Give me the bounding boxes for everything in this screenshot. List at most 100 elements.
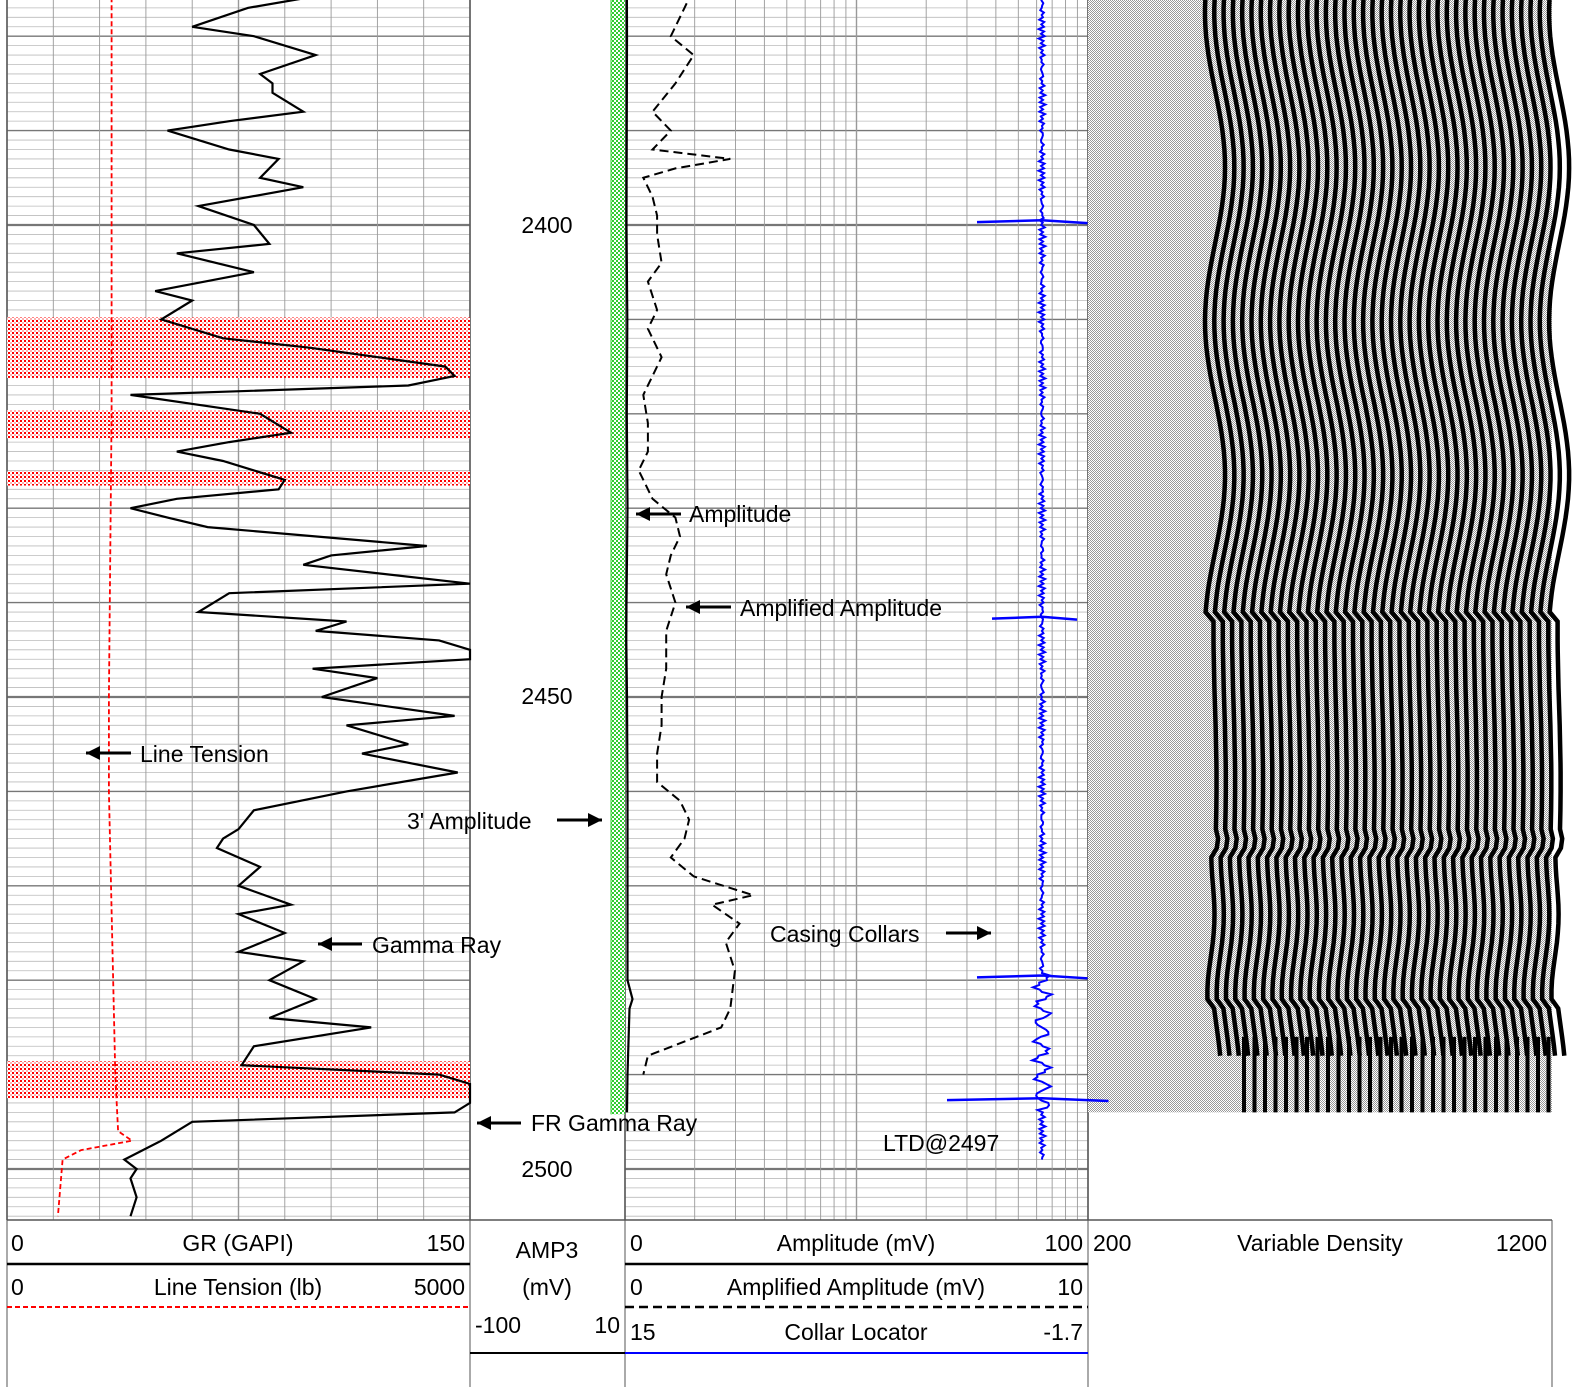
log-curves xyxy=(57,0,1109,1217)
collar-spike xyxy=(976,219,1088,225)
amplified-amplitude-curve xyxy=(637,0,757,1075)
vdl-bar xyxy=(1441,1036,1446,1113)
annotation-line-tension: Line Tension xyxy=(140,741,269,767)
amp-min: 0 xyxy=(630,1230,643,1256)
grid-lines xyxy=(6,0,1089,1220)
arrow-casing-collars-head xyxy=(977,926,991,940)
vdl-bar xyxy=(1536,1036,1540,1113)
collar-spike xyxy=(976,974,1088,980)
vdl-band xyxy=(1435,0,1460,1056)
vdl-bar xyxy=(1326,1036,1330,1113)
annotation-ltd: LTD@2497 xyxy=(883,1130,999,1156)
vdl-band xyxy=(1286,0,1311,1056)
vdl-band xyxy=(1453,0,1479,1056)
arrow-3ft-amplitude-head xyxy=(588,813,602,827)
gr-hot-zone xyxy=(7,317,470,378)
vdl-bar xyxy=(1336,1036,1341,1113)
vdl-band xyxy=(1332,0,1358,1056)
vdl-band xyxy=(1444,0,1470,1056)
header: 0 GR (GAPI) 150 0 Line Tension (lb) 5000… xyxy=(6,1219,1553,1387)
vdl-bar xyxy=(1315,1036,1320,1113)
tension-max: 5000 xyxy=(414,1274,465,1300)
vdl-band xyxy=(1509,0,1535,1056)
collar-spike xyxy=(946,1096,1109,1103)
amp3-fill xyxy=(611,0,625,1115)
vdl-band xyxy=(1518,0,1544,1056)
vdl-bar xyxy=(1546,1036,1551,1113)
vdl-band xyxy=(1463,0,1488,1056)
vdl-band xyxy=(1212,0,1237,1056)
annotations xyxy=(86,507,991,1130)
amp3-min: -100 xyxy=(475,1312,521,1338)
arrow-amplitude-head xyxy=(636,507,650,521)
ccl-label: Collar Locator xyxy=(784,1319,928,1345)
vdl-bar xyxy=(1252,1036,1257,1113)
vdl-bar xyxy=(1389,1036,1393,1113)
vdl-bar xyxy=(1420,1036,1425,1113)
vdl-band xyxy=(1202,0,1228,1056)
collar-spike xyxy=(991,615,1078,621)
annotation-gamma-ray: Gamma Ray xyxy=(372,932,502,958)
vdl-bar xyxy=(1525,1036,1530,1113)
vdl-band xyxy=(1314,0,1339,1056)
amp3-max: 10 xyxy=(594,1312,620,1338)
vdl-band xyxy=(1388,0,1414,1056)
line-tension-curve xyxy=(57,0,135,1217)
vdl-band xyxy=(1416,0,1442,1056)
ccl-max: -1.7 xyxy=(1043,1319,1083,1345)
vdl-bar xyxy=(1284,1036,1288,1113)
gr-shaded-fills xyxy=(7,0,625,1115)
vdl-min: 200 xyxy=(1093,1230,1131,1256)
ampx-label: Amplified Amplitude (mV) xyxy=(727,1274,985,1300)
tension-label: Line Tension (lb) xyxy=(154,1274,322,1300)
vdl-band xyxy=(1546,0,1572,1056)
vdl-band xyxy=(1249,0,1274,1056)
annotation-fr-gamma-ray: FR Gamma Ray xyxy=(531,1110,698,1136)
vdl-band xyxy=(1370,0,1395,1056)
vdl-label: Variable Density xyxy=(1237,1230,1403,1256)
ampx-min: 0 xyxy=(630,1274,643,1300)
vdl-band xyxy=(1342,0,1367,1056)
variable-density-image xyxy=(1088,0,1572,1113)
vdl-band xyxy=(1305,0,1330,1056)
vdl-bar xyxy=(1410,1036,1414,1113)
vdl-band xyxy=(1351,0,1377,1056)
tension-min: 0 xyxy=(11,1274,24,1300)
arrow-gamma-ray-head xyxy=(318,937,332,951)
ampx-max: 10 xyxy=(1057,1274,1083,1300)
vdl-band xyxy=(1221,0,1246,1056)
vdl-band xyxy=(1323,0,1349,1056)
amp3-label: AMP3 xyxy=(516,1237,579,1263)
vdl-band xyxy=(1481,0,1507,1056)
vdl-bar xyxy=(1515,1036,1519,1113)
vdl-bar xyxy=(1504,1036,1509,1113)
vdl-bar xyxy=(1462,1036,1467,1113)
amp-label: Amplitude (mV) xyxy=(777,1230,935,1256)
vdl-band xyxy=(1472,0,1497,1056)
annotation-amplitude: Amplitude xyxy=(689,501,791,527)
gr-hot-zone xyxy=(7,471,470,486)
vdl-band xyxy=(1500,0,1525,1056)
vdl-bar xyxy=(1273,1036,1278,1113)
amp-max: 100 xyxy=(1045,1230,1083,1256)
arrow-fr-gamma-ray-head xyxy=(477,1116,491,1130)
vdl-bar xyxy=(1357,1036,1362,1113)
vdl-max: 1200 xyxy=(1496,1230,1547,1256)
gr-min: 0 xyxy=(11,1230,24,1256)
collar-locator-curve xyxy=(1029,0,1055,1160)
vdl-band xyxy=(1295,0,1321,1056)
gr-curve xyxy=(122,0,472,1217)
depth-tick-2450: 2450 xyxy=(521,683,572,709)
gr-max: 150 xyxy=(427,1230,465,1256)
vdl-bar xyxy=(1473,1036,1477,1113)
annotation-3ft-amplitude: 3' Amplitude xyxy=(407,808,532,834)
vdl-bar xyxy=(1305,1036,1309,1113)
vdl-bar xyxy=(1347,1036,1351,1113)
vdl-bar xyxy=(1452,1036,1456,1113)
vdl-bar xyxy=(1263,1036,1267,1113)
gr-hot-zone xyxy=(7,1061,470,1099)
vdl-band xyxy=(1398,0,1423,1056)
vdl-bar xyxy=(1378,1036,1383,1113)
vdl-band xyxy=(1277,0,1302,1056)
vdl-bar xyxy=(1483,1036,1488,1113)
